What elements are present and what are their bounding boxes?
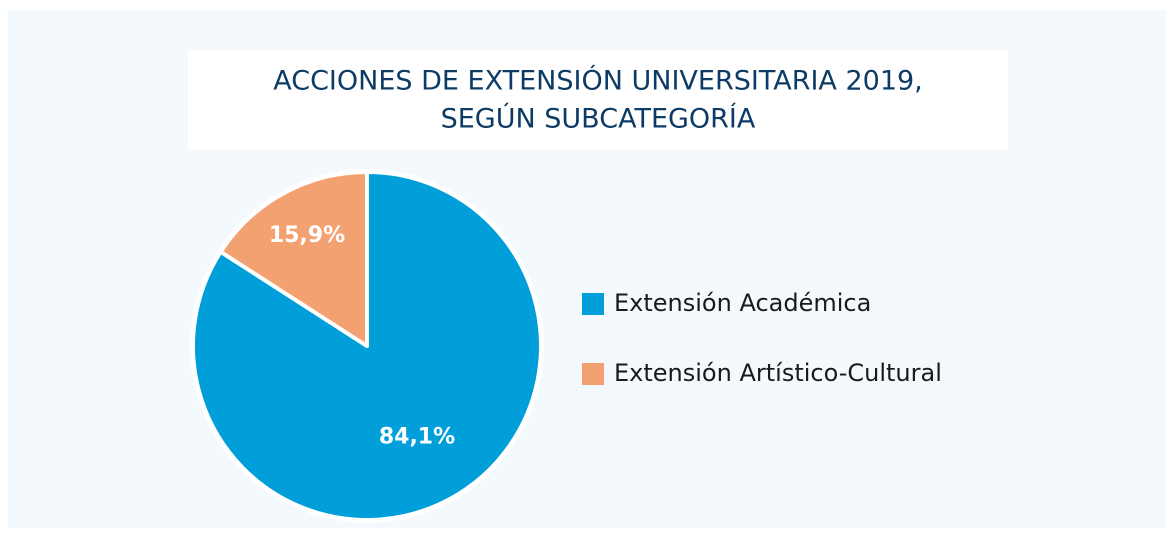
chart-title: SEGÚN SUBCATEGORÍA — [441, 103, 756, 135]
legend-swatch — [582, 363, 604, 385]
value-label: 84,1% — [379, 425, 455, 450]
chart-title: ACCIONES DE EXTENSIÓN UNIVERSITARIA 2019… — [273, 65, 923, 97]
value-label: 15,9% — [269, 223, 345, 248]
legend-swatch — [582, 293, 604, 315]
legend-label: Extensión Académica — [614, 289, 871, 317]
legend-label: Extensión Artístico-Cultural — [614, 359, 942, 387]
title-box — [188, 50, 1008, 150]
pie-slice — [218, 170, 369, 348]
